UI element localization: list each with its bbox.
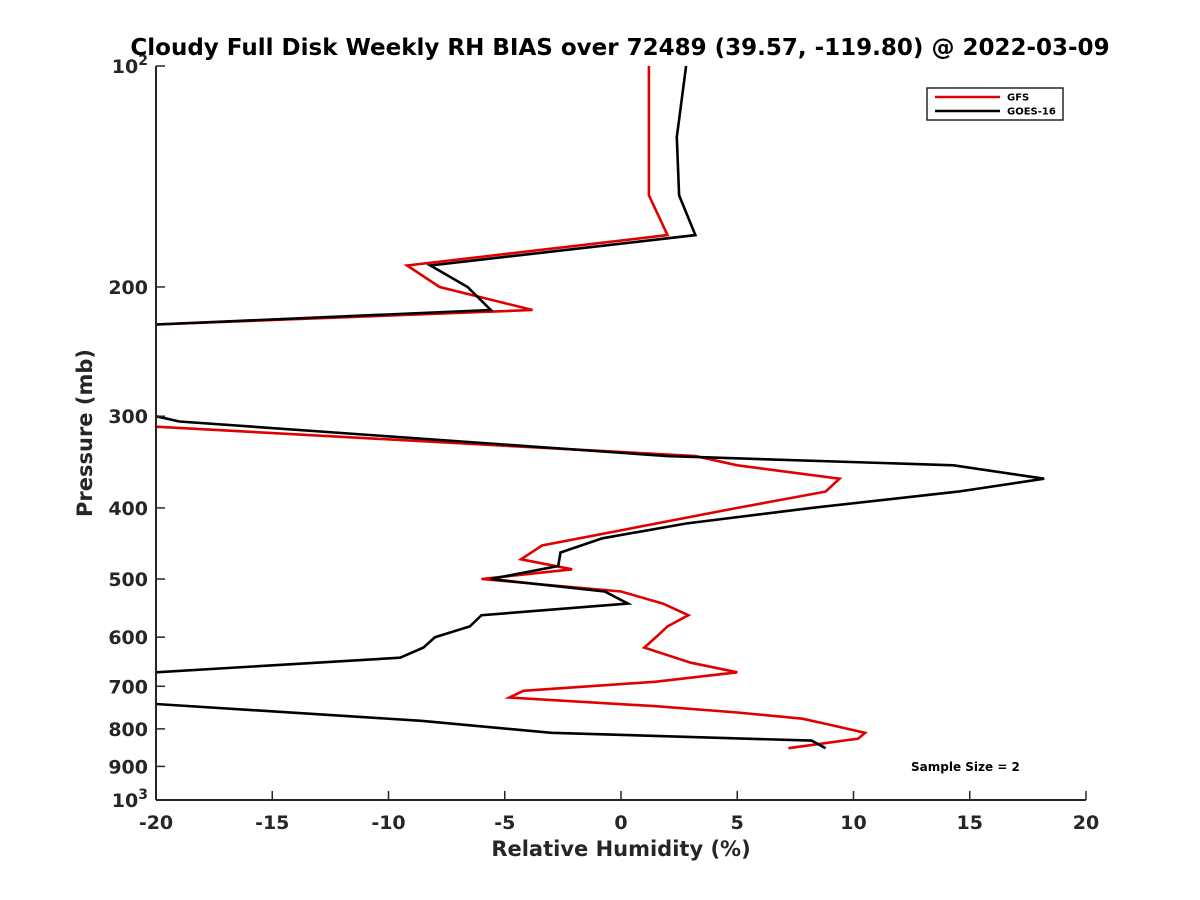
series-line-gfs-segment-2 <box>155 425 868 750</box>
y-tick-label: 300 <box>108 406 148 428</box>
y-tick-label: 103 <box>112 787 148 812</box>
x-tick-label: -5 <box>494 812 515 834</box>
legend-label-gfs: GFS <box>1007 93 1029 104</box>
plot-area <box>156 66 1086 800</box>
y-axis-label: Pressure (mb) <box>73 349 97 517</box>
y-tick-label: 700 <box>108 676 148 698</box>
y-tick-label: 400 <box>108 498 148 520</box>
x-tick-label: 5 <box>731 812 744 834</box>
series-layer <box>155 65 1045 750</box>
x-tick-label: 10 <box>840 812 866 834</box>
y-tick-label: 800 <box>108 719 148 741</box>
y-tick-label: 500 <box>108 569 148 591</box>
legend-box <box>926 87 1064 121</box>
x-ticks: -20 -15 -10 -5 0 5 10 15 20 <box>139 791 1099 834</box>
x-tick-label: -10 <box>371 812 405 834</box>
x-tick-label: 0 <box>614 812 627 834</box>
series-line-goes-16-segment-2 <box>155 414 1045 674</box>
series-line-gfs-segment-1 <box>155 66 670 326</box>
y-tick-label: 200 <box>108 277 148 299</box>
y-tick-label: 102 <box>112 53 148 78</box>
x-tick-label: 15 <box>957 812 983 834</box>
series-line-goes-16-segment-3 <box>155 702 827 750</box>
x-tick-label: 20 <box>1073 812 1099 834</box>
x-tick-label: -15 <box>255 812 289 834</box>
legend: GFS GOES-16 <box>926 87 1064 121</box>
x-tick-label: -20 <box>139 812 173 834</box>
x-axis-label: Relative Humidity (%) <box>491 837 750 861</box>
y-tick-label: 600 <box>108 627 148 649</box>
y-ticks: 102 200 300 400 500 600 700 800 900 103 <box>108 53 165 812</box>
legend-label-goes-16: GOES-16 <box>1007 107 1056 118</box>
chart-title: Cloudy Full Disk Weekly RH BIAS over 724… <box>130 35 1109 61</box>
y-tick-label: 900 <box>108 756 148 778</box>
sample-size-annotation: Sample Size = 2 <box>911 760 1020 774</box>
series-line-goes-16-segment-1 <box>155 65 698 326</box>
